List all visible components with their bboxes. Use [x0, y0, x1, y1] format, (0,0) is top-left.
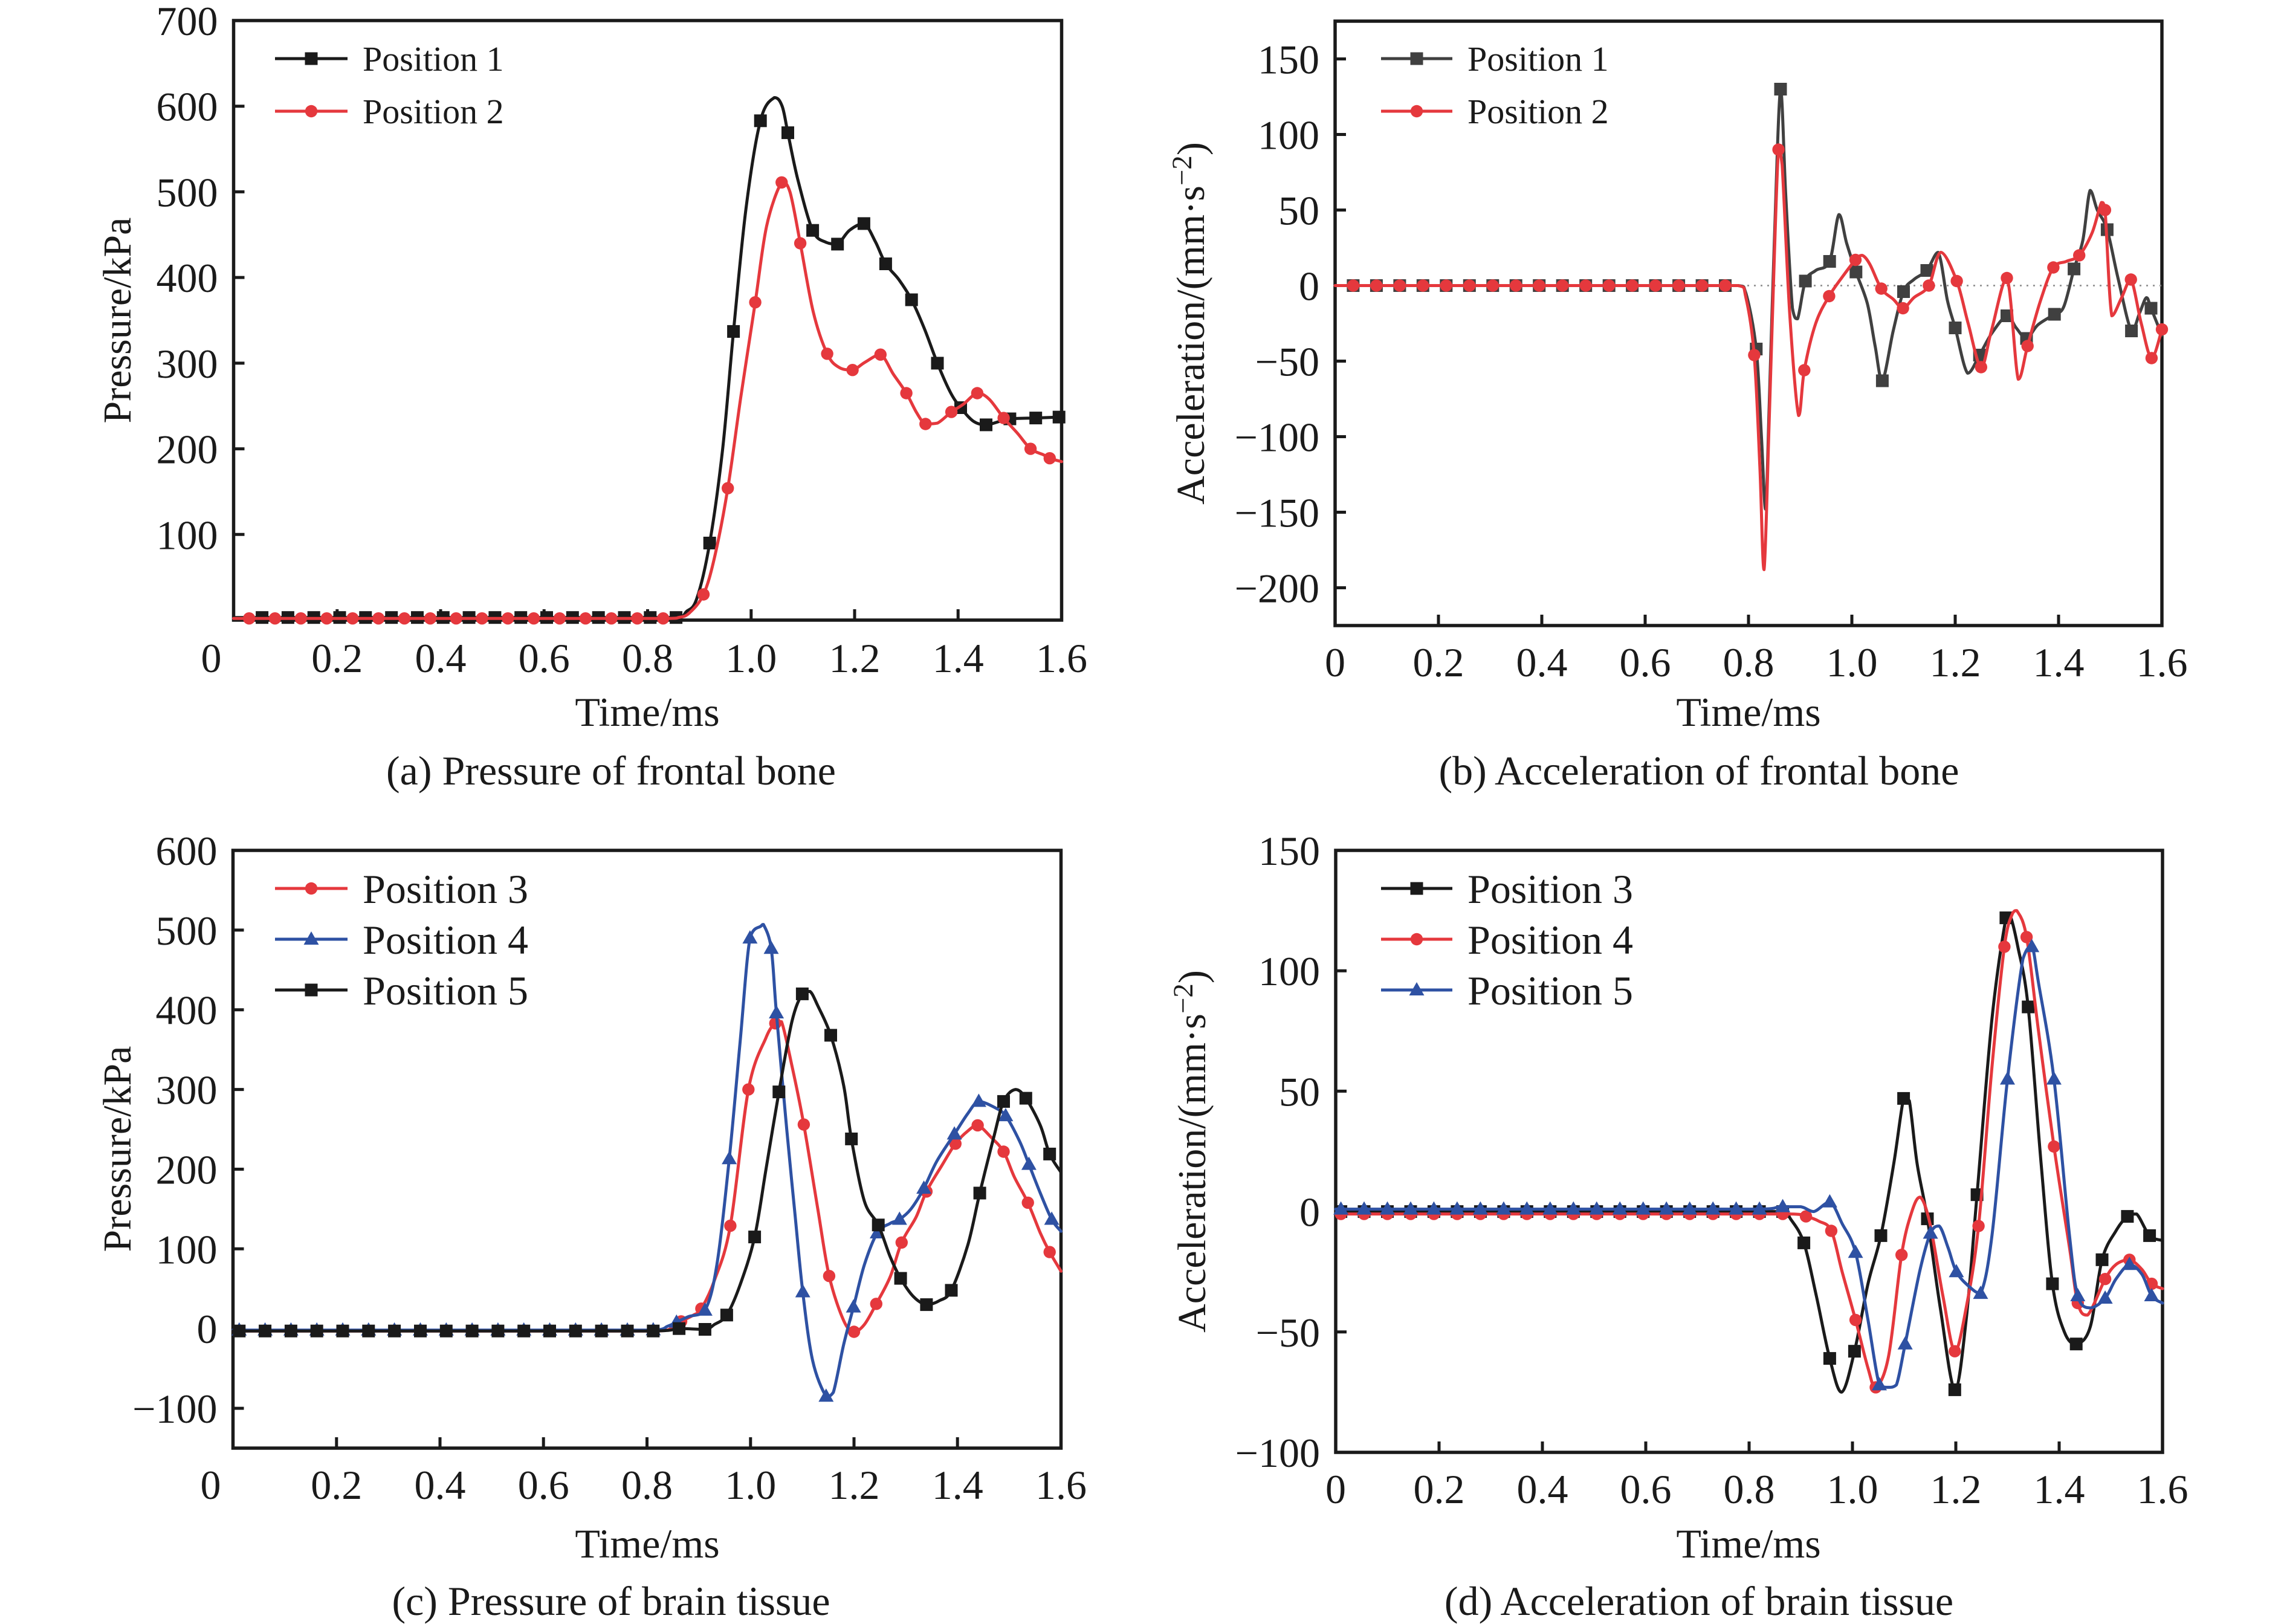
svg-text:−100: −100	[1235, 415, 1319, 461]
svg-text:Time/ms: Time/ms	[1676, 689, 1820, 735]
svg-text:500: 500	[156, 908, 218, 954]
svg-text:1.0: 1.0	[725, 1462, 776, 1508]
svg-text:600: 600	[156, 828, 218, 874]
svg-text:Position 4: Position 4	[363, 917, 528, 963]
svg-text:400: 400	[156, 988, 218, 1034]
svg-text:1.6: 1.6	[1035, 1462, 1087, 1508]
svg-text:Position 5: Position 5	[1467, 968, 1633, 1014]
svg-text:Time/ms: Time/ms	[575, 689, 719, 735]
svg-text:600: 600	[157, 84, 218, 130]
svg-text:Position 3: Position 3	[363, 866, 528, 912]
svg-text:Position 4: Position 4	[1467, 917, 1633, 963]
svg-text:0.2: 0.2	[1414, 1466, 1465, 1512]
svg-text:150: 150	[1258, 828, 1320, 874]
svg-text:Acceleration/(mm·s−2): Acceleration/(mm·s−2)	[1166, 142, 1214, 505]
svg-text:−150: −150	[1235, 490, 1319, 536]
svg-text:0.8: 0.8	[622, 635, 673, 681]
svg-text:1.6: 1.6	[2137, 1466, 2189, 1512]
svg-text:(a) Pressure of frontal bone: (a) Pressure of frontal bone	[386, 748, 836, 794]
svg-text:Position 1: Position 1	[1467, 39, 1609, 79]
svg-text:Position 1: Position 1	[363, 39, 504, 79]
svg-text:1.2: 1.2	[1930, 1466, 1982, 1512]
svg-text:0: 0	[1325, 639, 1345, 685]
svg-text:0: 0	[1299, 1189, 1320, 1235]
svg-text:Acceleration/(mm·s−2): Acceleration/(mm·s−2)	[1168, 970, 1215, 1333]
svg-text:500: 500	[157, 169, 218, 215]
svg-text:−50: −50	[1256, 1310, 1320, 1356]
svg-text:0: 0	[1299, 264, 1319, 309]
svg-text:200: 200	[156, 1147, 218, 1193]
svg-text:0.4: 0.4	[415, 635, 467, 681]
svg-text:Position 3: Position 3	[1467, 866, 1633, 912]
svg-text:Time/ms: Time/ms	[1676, 1521, 1820, 1567]
svg-text:Time/ms: Time/ms	[575, 1521, 719, 1567]
svg-text:0.6: 0.6	[519, 635, 570, 681]
svg-text:0.4: 0.4	[415, 1462, 466, 1508]
svg-text:0.6: 0.6	[1620, 1466, 1672, 1512]
svg-text:1.0: 1.0	[1826, 639, 1878, 685]
svg-text:50: 50	[1278, 188, 1319, 234]
svg-text:200: 200	[157, 427, 218, 473]
svg-text:0: 0	[1325, 1466, 1346, 1512]
svg-text:−100: −100	[132, 1386, 217, 1432]
svg-text:300: 300	[156, 1067, 218, 1113]
svg-text:400: 400	[157, 255, 218, 301]
svg-text:1.0: 1.0	[725, 635, 777, 681]
svg-text:100: 100	[1258, 112, 1319, 158]
svg-text:0.8: 0.8	[621, 1462, 673, 1508]
svg-text:0: 0	[201, 635, 222, 681]
svg-text:50: 50	[1279, 1069, 1320, 1114]
svg-text:700: 700	[157, 0, 218, 44]
svg-text:0.4: 0.4	[1517, 1466, 1568, 1512]
svg-text:1.4: 1.4	[933, 635, 984, 681]
svg-text:1.2: 1.2	[829, 1462, 880, 1508]
svg-text:0.6: 0.6	[1620, 639, 1671, 685]
svg-text:1.4: 1.4	[2033, 639, 2085, 685]
svg-text:0.2: 0.2	[311, 1462, 362, 1508]
svg-text:1.2: 1.2	[1930, 639, 1981, 685]
svg-text:−200: −200	[1235, 566, 1319, 612]
svg-text:1.6: 1.6	[2137, 639, 2188, 685]
svg-text:1.4: 1.4	[2034, 1466, 2085, 1512]
svg-text:0.2: 0.2	[311, 635, 363, 681]
svg-text:Pressure/kPa: Pressure/kPa	[95, 1046, 140, 1252]
svg-text:Position 5: Position 5	[363, 968, 528, 1014]
svg-text:−100: −100	[1235, 1430, 1320, 1476]
svg-text:0: 0	[201, 1462, 221, 1508]
svg-text:150: 150	[1258, 37, 1319, 83]
svg-text:1.2: 1.2	[829, 635, 881, 681]
svg-text:0.2: 0.2	[1413, 639, 1464, 685]
svg-text:0.4: 0.4	[1516, 639, 1568, 685]
svg-text:0.8: 0.8	[1723, 639, 1774, 685]
svg-text:1.4: 1.4	[932, 1462, 983, 1508]
svg-text:Position 2: Position 2	[363, 92, 504, 131]
svg-text:(c) Pressure of brain tissue: (c) Pressure of brain tissue	[392, 1578, 830, 1624]
svg-text:0: 0	[197, 1306, 218, 1352]
svg-text:1.0: 1.0	[1827, 1466, 1878, 1512]
svg-text:0.6: 0.6	[518, 1462, 569, 1508]
svg-text:Pressure/kPa: Pressure/kPa	[95, 218, 140, 424]
svg-text:0.8: 0.8	[1724, 1466, 1775, 1512]
svg-text:1.6: 1.6	[1036, 635, 1087, 681]
svg-text:−50: −50	[1255, 339, 1319, 385]
svg-text:(d) Acceleration of brain tiss: (d) Acceleration of brain tissue	[1444, 1578, 1953, 1624]
svg-text:100: 100	[157, 512, 218, 558]
svg-text:(b) Acceleration of frontal bo: (b) Acceleration of frontal bone	[1439, 748, 1959, 794]
svg-text:100: 100	[156, 1226, 218, 1272]
svg-text:300: 300	[157, 341, 218, 387]
svg-text:100: 100	[1258, 948, 1320, 994]
svg-text:Position 2: Position 2	[1467, 92, 1609, 131]
